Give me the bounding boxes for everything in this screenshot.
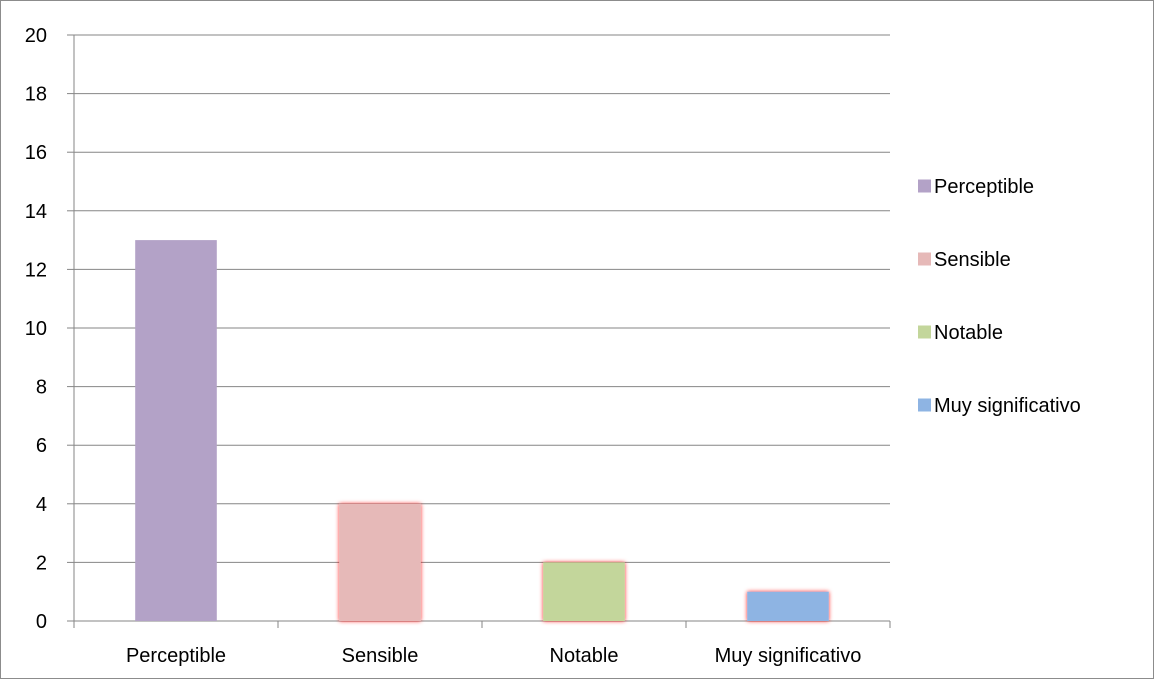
- y-tick-label: 4: [36, 494, 47, 516]
- y-tick-label: 0: [36, 611, 47, 633]
- legend: Perceptible Sensible Notable Muy significat…: [918, 176, 1081, 417]
- legend-swatch: [918, 179, 931, 193]
- legend-label: Sensible: [934, 249, 1011, 271]
- y-tick-label: 20: [25, 25, 47, 47]
- y-tick-label: 8: [36, 377, 47, 399]
- x-tick-labels: Perceptible Sensible Notable Muy significat…: [126, 645, 861, 667]
- y-tick-label: 12: [25, 259, 47, 281]
- bar-sensible: [339, 503, 421, 621]
- x-tick-label: Notable: [550, 645, 619, 667]
- y-tick-label: 14: [25, 201, 47, 223]
- bars: [135, 240, 829, 621]
- y-tick-label: 2: [36, 552, 47, 574]
- bar-perceptible: [135, 240, 217, 621]
- legend-label: Notable: [934, 322, 1003, 344]
- y-tick-labels: 0 2 4 6 8 10 12 14 16 18 20: [25, 25, 47, 633]
- y-tick-label: 6: [36, 435, 47, 457]
- bar-notable: [543, 562, 625, 621]
- legend-label: Perceptible: [934, 176, 1034, 198]
- bar-muy-significativo: [747, 591, 829, 621]
- legend-swatch: [918, 398, 931, 412]
- y-tick-label: 16: [25, 142, 47, 164]
- legend-label: Muy significativo: [934, 395, 1081, 417]
- x-tick-label: Perceptible: [126, 645, 226, 667]
- y-tick-label: 18: [25, 84, 47, 106]
- legend-swatch: [918, 252, 931, 266]
- legend-swatch: [918, 325, 931, 339]
- x-tick-label: Sensible: [342, 645, 419, 667]
- x-tick-label: Muy significativo: [715, 645, 862, 667]
- y-tick-label: 10: [25, 318, 47, 340]
